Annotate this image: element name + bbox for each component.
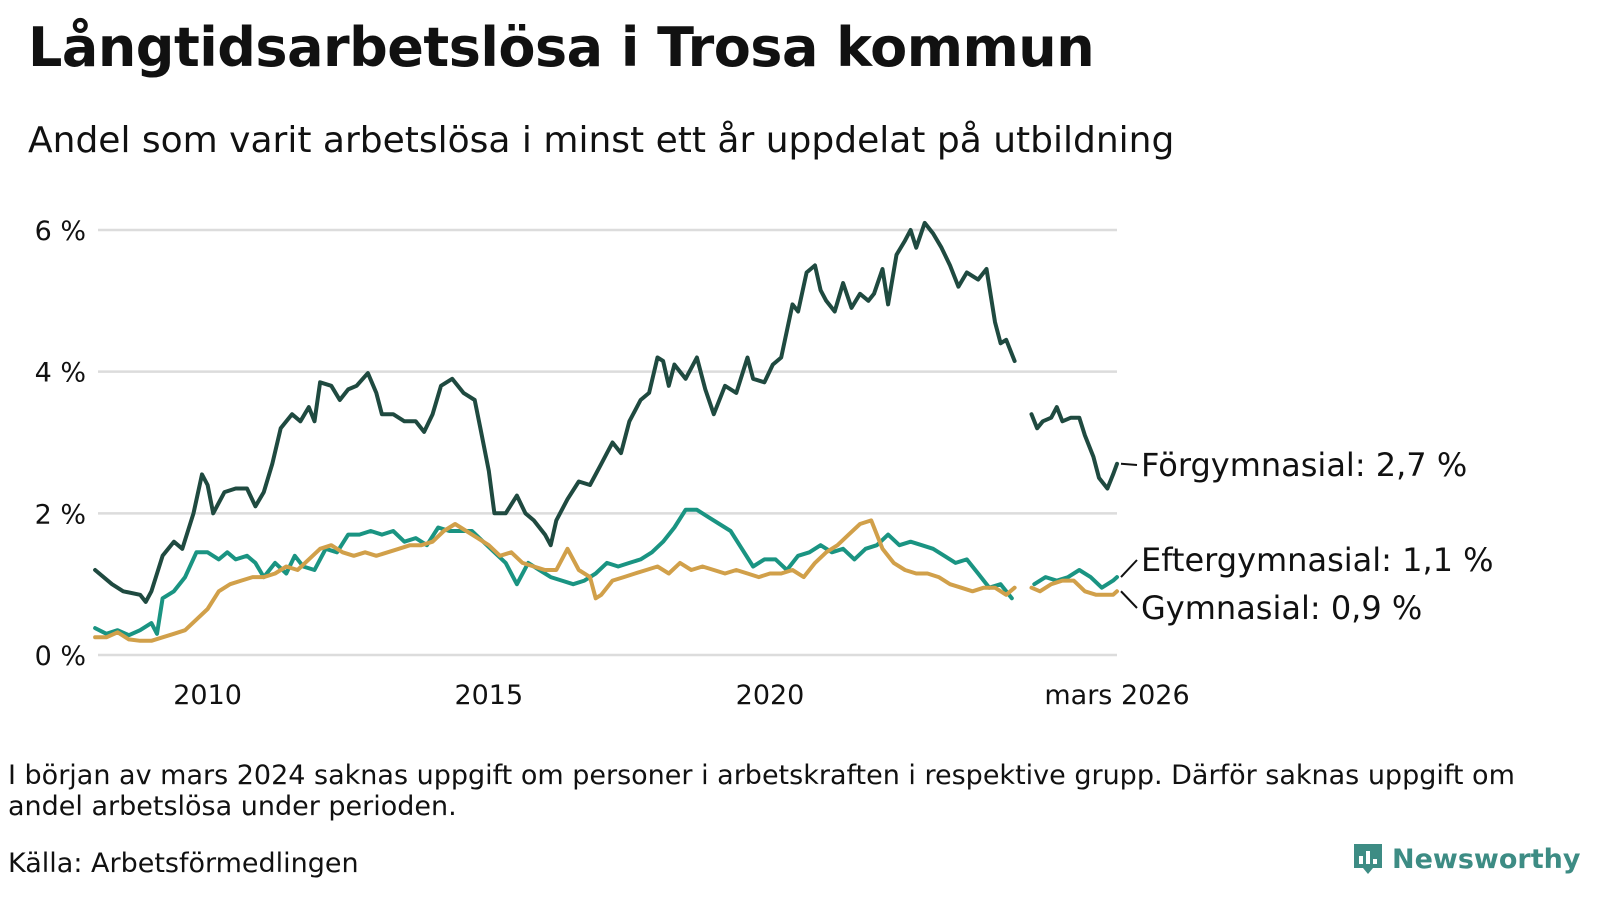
newsworthy-logo[interactable]: Newsworthy [1352, 842, 1580, 876]
x-tick-label: 2020 [736, 680, 805, 711]
y-tick-label: 4 % [35, 358, 86, 389]
label-leader [1120, 559, 1138, 578]
x-axis-labels: 2010 2015 2020 mars 2026 [173, 680, 1189, 711]
series-lines [93, 220, 1119, 643]
series-line-förgymnasial [93, 220, 1119, 604]
series-line-eftergymnasial [93, 507, 1119, 638]
y-tick-label: 2 % [35, 499, 86, 530]
label-leader [1120, 590, 1138, 609]
page-title: Långtidsarbetslösa i Trosa kommun [28, 16, 1095, 79]
footnote: I början av mars 2024 saknas uppgift om … [8, 760, 1515, 822]
x-tick-label: mars 2026 [1044, 680, 1189, 711]
newsworthy-chart-icon [1354, 844, 1382, 874]
line-chart: 0 % 2 % 4 % 6 % 2010 2015 2020 mars 2026 Förgy… [35, 216, 1494, 711]
label-leader [1120, 462, 1138, 466]
series-label-eftergymnasial: Eftergymnasial: 1,1 % [1141, 541, 1494, 579]
x-tick-label: 2015 [454, 680, 523, 711]
series-labels: Förgymnasial: 2,7 % Eftergymnasial: 1,1 %… [1120, 446, 1494, 627]
series-label-gymnasial: Gymnasial: 0,9 % [1141, 589, 1422, 627]
y-tick-label: 0 % [35, 641, 86, 672]
logo-text: Newsworthy [1392, 843, 1581, 875]
page-subtitle: Andel som varit arbetslösa i minst ett å… [28, 120, 1175, 161]
y-axis-labels: 0 % 2 % 4 % 6 % [35, 216, 86, 672]
series-line-gymnasial [93, 518, 1119, 643]
y-tick-label: 6 % [35, 216, 86, 247]
x-tick-label: 2010 [173, 680, 242, 711]
series-label-förgymnasial: Förgymnasial: 2,7 % [1141, 446, 1467, 484]
grid-lines [98, 228, 1117, 657]
source-text: Källa: Arbetsförmedlingen [8, 848, 359, 879]
